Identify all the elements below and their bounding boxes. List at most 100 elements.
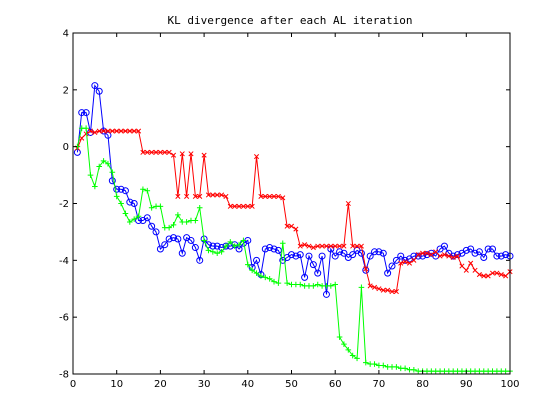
data-point [166,149,172,155]
data-point [135,128,142,134]
data-point [205,192,212,198]
data-point [201,152,207,158]
data-point [121,187,129,195]
data-point [331,252,339,260]
data-point [223,243,229,249]
data-point [459,263,465,269]
data-point [127,128,133,134]
data-point [227,239,234,245]
data-point [354,243,360,249]
data-point [114,128,120,134]
data-point [475,248,483,256]
data-point [310,283,317,289]
data-point [118,128,124,134]
data-point [493,252,501,260]
data-point [178,249,186,257]
x-tick-label: 10 [110,379,123,390]
data-point [271,193,277,199]
data-point [293,226,299,232]
data-point [454,251,462,259]
data-point [463,267,469,273]
data-point [249,267,255,274]
data-point [122,128,128,134]
series-2 [74,128,513,295]
data-point [266,244,274,252]
data-point [354,355,360,362]
data-point [157,203,164,210]
data-point [309,261,317,269]
data-point [314,269,322,277]
data-point [485,273,491,279]
data-point [156,245,164,253]
data-point [340,249,348,257]
data-point [245,261,251,268]
data-point [274,246,282,254]
series-layer [73,82,514,374]
data-point [101,128,107,134]
data-point [385,287,391,293]
data-point [267,193,273,199]
data-point [83,125,89,131]
data-point [219,192,225,198]
data-point [411,366,417,373]
data-point [371,361,378,367]
data-point [258,193,264,199]
data-point [401,256,409,264]
data-point [345,200,351,207]
data-point [170,222,177,228]
data-point [96,163,103,170]
data-point [188,151,194,157]
data-point [441,252,448,258]
data-point [87,128,94,134]
y-tick-label: 0 [63,142,69,153]
data-point [210,249,216,255]
data-point [140,186,146,193]
data-point [105,160,111,167]
data-point [380,287,386,293]
data-point [284,223,290,229]
data-point [305,252,313,260]
data-point [357,249,365,257]
data-point [240,203,246,209]
data-point [175,212,181,218]
data-point [92,129,98,136]
data-point [498,271,504,278]
data-point [358,284,365,291]
data-point [240,237,247,244]
data-point [165,235,173,243]
y-tick-label: -4 [59,256,69,267]
data-point [332,281,338,288]
data-point [275,193,281,199]
data-point [345,347,352,353]
data-point [393,289,399,295]
data-point [336,334,343,340]
data-point [149,149,155,155]
data-point [275,280,282,286]
data-point [428,252,434,258]
data-point [292,252,300,260]
data-point [91,82,99,90]
data-point [392,256,400,264]
data-point [306,243,312,249]
data-point [113,193,120,200]
data-point [270,245,278,253]
data-point [135,213,142,220]
data-point [232,203,238,209]
y-tick-label: -8 [59,370,69,381]
data-point [109,128,115,134]
data-point [402,259,408,265]
x-tick-label: 30 [198,379,211,390]
data-point [380,362,387,369]
data-point [328,243,334,249]
data-point [497,252,505,260]
data-point [480,253,488,261]
data-point [162,149,168,155]
data-point [175,193,181,199]
data-point [157,149,163,155]
data-point [118,200,124,207]
data-point [393,364,400,370]
data-point [131,128,137,134]
data-point [144,149,150,155]
data-point [358,243,364,249]
